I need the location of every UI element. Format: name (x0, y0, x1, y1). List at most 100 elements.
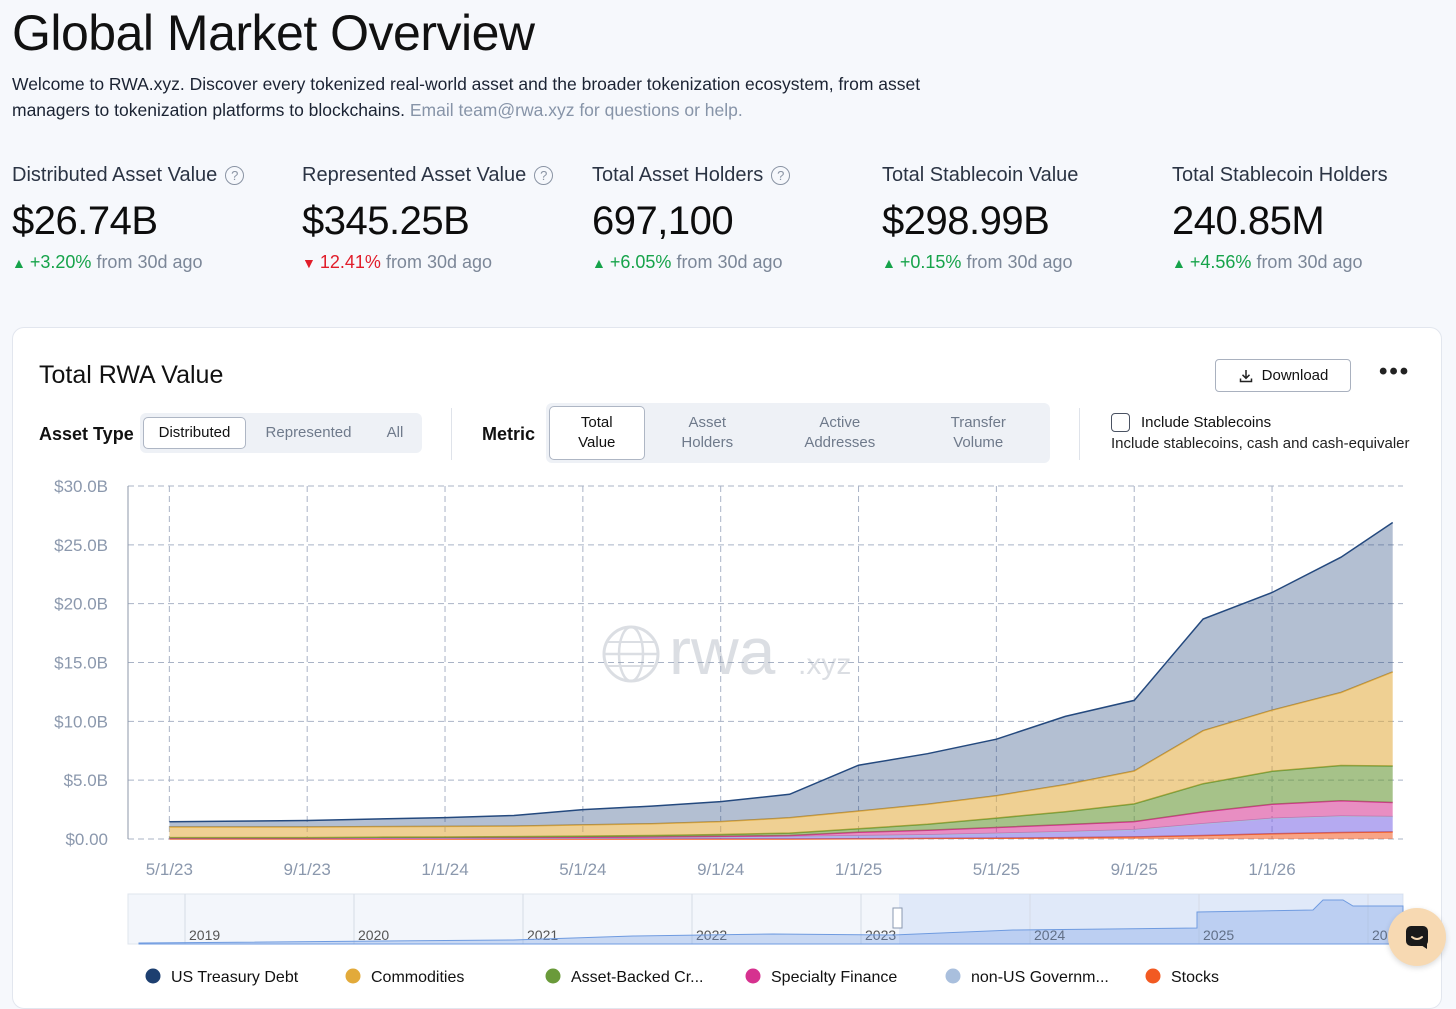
legend-item: Asset-Backed Cr... (545, 968, 704, 986)
asset-type-distributed[interactable]: Distributed (143, 417, 246, 449)
legend-item: US Treasury Debt (145, 968, 299, 986)
more-options-button[interactable]: ••• (1379, 358, 1411, 385)
download-icon (1239, 369, 1252, 382)
series-commodities-line (169, 671, 1393, 828)
series-us-treasury-debt-area (169, 522, 1393, 827)
metric-active-addresses[interactable]: Active Addresses (804, 414, 876, 451)
stat-label: Total Asset Holders (592, 164, 764, 186)
stat-change: +4.56% (1189, 252, 1252, 272)
legend-item: Stocks (1145, 968, 1219, 986)
y-tick-label: $20.0B (54, 595, 108, 614)
stat-total-stablecoin-value: Total Stablecoin Value $298.99B ▲ +0.15% … (882, 164, 1078, 273)
series-commodities-area (169, 671, 1393, 838)
intro-main: Welcome to RWA.xyz. Discover every token… (12, 74, 921, 120)
legend-label: Specialty Finance (771, 969, 897, 986)
download-label: Download (1261, 367, 1329, 384)
y-tick-label: $30.0B (54, 477, 108, 496)
rwa-value-chart: $0.00 $5.0B $10.0B $15.0B $20.0B $25.0B $30.0B… (54, 477, 1404, 986)
stat-change: +0.15% (899, 252, 962, 272)
stat-total-asset-holders: Total Asset Holders? 697,100 ▲ +6.05% fro… (592, 164, 791, 273)
legend-label: Commodities (371, 969, 464, 986)
stat-change: 12.41% (319, 252, 381, 272)
y-tick-label: $10.0B (54, 712, 108, 731)
x-tick-label: 1/1/25 (835, 860, 882, 879)
help-icon[interactable]: ? (225, 166, 245, 185)
series-us-treasury-debt-line (169, 521, 1394, 823)
intro-contact[interactable]: Email team@rwa.xyz for questions or help… (409, 100, 743, 120)
legend-swatch (745, 968, 761, 984)
series-stocks-area (169, 831, 1393, 839)
stat-change: +6.05% (609, 252, 672, 272)
stat-label: Represented Asset Value (302, 164, 527, 186)
stat-value: $26.74B (12, 199, 158, 243)
legend-label: Asset-Backed Cr... (571, 969, 704, 986)
help-icon[interactable]: ? (771, 166, 791, 185)
stat-value: 240.85M (1172, 199, 1325, 243)
include-stablecoins-description: Include stablecoins, cash and cash-equiv… (1111, 435, 1410, 452)
stat-change-suffix: from 30d ago (385, 252, 493, 272)
stat-total-stablecoin-holders: Total Stablecoin Holders 240.85M ▲ +4.56%… (1172, 164, 1388, 273)
arrow-up-icon: ▲ (12, 255, 26, 271)
x-tick-label: 5/1/25 (973, 860, 1020, 879)
include-stablecoins-label[interactable]: Include Stablecoins (1141, 414, 1272, 431)
asset-type-label: Asset Type (39, 424, 134, 444)
stat-represented-asset-value: Represented Asset Value? $345.25B ▼ 12.41… (302, 164, 554, 273)
page-title: Global Market Overview (12, 5, 535, 61)
metric-total-value[interactable]: Total Value (549, 406, 645, 460)
chat-support-button[interactable] (1388, 908, 1446, 966)
include-stablecoins-checkbox[interactable] (1111, 413, 1130, 432)
arrow-up-icon: ▲ (1172, 255, 1186, 271)
download-button[interactable]: Download (1215, 359, 1351, 392)
legend-swatch (145, 968, 161, 984)
total-rwa-value-card: Total RWA Value Download ••• Asset Type … (12, 327, 1442, 1009)
y-tick-label: $0.00 (65, 830, 108, 849)
x-tick-label: 5/1/23 (146, 860, 193, 879)
metric-label: Metric (482, 424, 536, 444)
navigator-selection (899, 894, 1403, 944)
metric-transfer-volume[interactable]: Transfer Volume (950, 414, 1006, 451)
help-icon[interactable]: ? (534, 166, 554, 185)
metric-asset-holders[interactable]: Asset Holders (681, 414, 734, 451)
asset-type-represented[interactable]: Represented (265, 424, 352, 441)
legend-item: Commodities (345, 968, 464, 986)
legend-swatch (1145, 968, 1161, 984)
series-specialty-finance-area (169, 800, 1393, 839)
stat-label: Total Stablecoin Holders (1172, 164, 1388, 186)
divider (1079, 408, 1080, 460)
globe-icon (602, 625, 660, 683)
navigator-year-label: 2020 (358, 927, 389, 943)
legend-label: non-US Governm... (971, 969, 1109, 986)
stat-change-suffix: from 30d ago (676, 252, 783, 272)
arrow-down-icon: ▼ (302, 255, 316, 271)
divider (451, 408, 452, 460)
legend-swatch (345, 968, 361, 984)
navigator-year-label: 2024 (1034, 927, 1065, 943)
stat-distributed-asset-value: Distributed Asset Value? $26.74B ▲ +3.20%… (12, 164, 245, 273)
navigator-handle (892, 907, 903, 929)
chat-icon (1406, 926, 1428, 949)
legend-item: Specialty Finance (745, 968, 897, 986)
series-asset-backed-credit-area (169, 765, 1393, 839)
y-tick-label: $5.0B (64, 771, 108, 790)
range-navigator (127, 893, 1404, 945)
x-tick-label: 9/1/25 (1111, 860, 1158, 879)
y-tick-label: $15.0B (54, 654, 108, 673)
stat-change-suffix: from 30d ago (966, 252, 1073, 272)
stat-value: 697,100 (592, 199, 734, 243)
arrow-up-icon: ▲ (882, 255, 896, 271)
asset-type-all[interactable]: All (386, 424, 404, 441)
stats-row: Distributed Asset Value? $26.74B ▲ +3.20%… (12, 164, 1442, 284)
series-non-us-government-debt-area (169, 816, 1393, 839)
legend-item: non-US Governm... (945, 968, 1109, 986)
navigator-year-label: 2025 (1203, 927, 1234, 943)
arrow-up-icon: ▲ (592, 255, 606, 271)
intro-text: Welcome to RWA.xyz. Discover every token… (12, 71, 952, 123)
x-tick-label: 1/1/26 (1248, 860, 1295, 879)
watermark-suffix: .xyz (798, 648, 851, 681)
x-tick-label: 1/1/24 (421, 860, 468, 879)
stat-change: +3.20% (29, 252, 92, 272)
x-tick-label: 9/1/23 (284, 860, 331, 879)
globe-meridian (617, 625, 645, 683)
legend-swatch (545, 968, 561, 984)
stat-label: Total Stablecoin Value (882, 164, 1079, 186)
